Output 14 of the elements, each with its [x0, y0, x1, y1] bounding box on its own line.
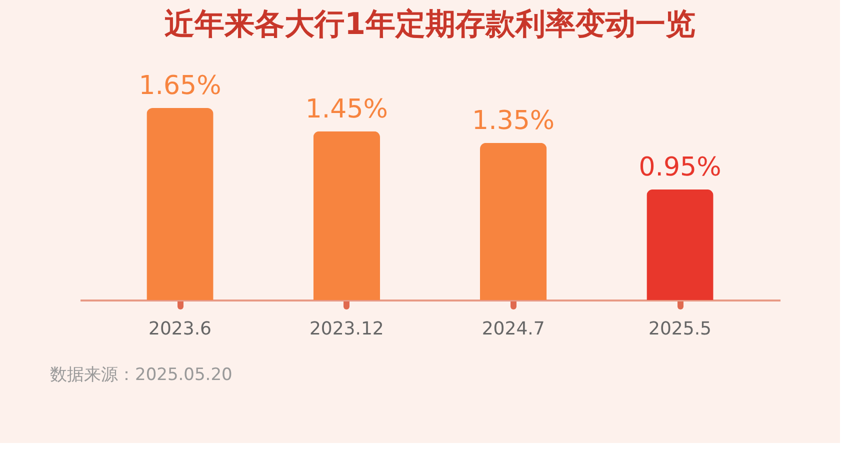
data-label: 1.45% — [305, 94, 388, 124]
bar — [480, 142, 547, 300]
x-tick-label: 2025.5 — [648, 318, 712, 340]
source-note: 数据来源：2025.05.20 — [50, 365, 232, 385]
data-label: 0.95% — [638, 152, 722, 182]
chart-title: 近年来各大行1年定期存款利率变动一览 — [164, 7, 696, 42]
bar — [646, 189, 714, 300]
x-tick-label: 2024.7 — [482, 318, 545, 340]
data-label: 1.65% — [138, 71, 222, 101]
x-tick-label: 2023.12 — [309, 318, 384, 340]
bar — [146, 108, 214, 300]
bar — [313, 131, 380, 300]
x-tick-label: 2023.6 — [148, 318, 212, 340]
data-label: 1.35% — [472, 106, 555, 136]
